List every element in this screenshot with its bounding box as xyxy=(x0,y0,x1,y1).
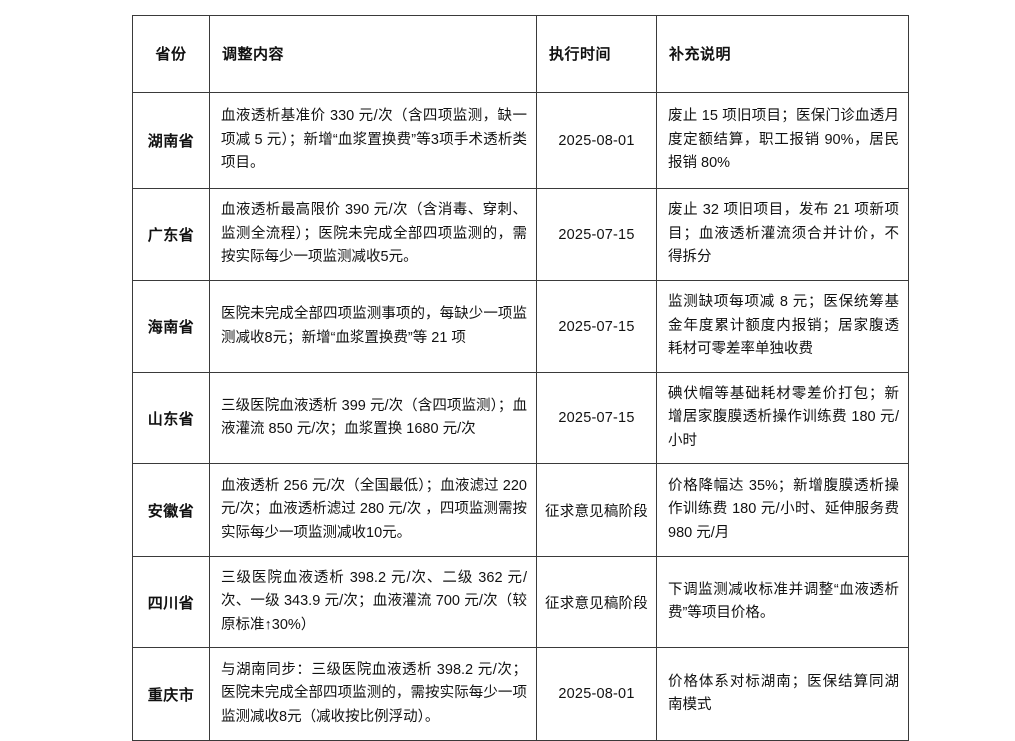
column-header-content: 调整内容 xyxy=(209,15,537,93)
table-row: 广东省 血液透析最高限价 390 元/次（含消毒、穿刺、监测全流程）；医院未完成… xyxy=(132,188,909,281)
province-policy-table: 省份 调整内容 执行时间 补充说明 湖南省 血液透析基准价 330 元/次（含四… xyxy=(132,15,909,741)
cell-content: 与湖南同步：三级医院血液透析 398.2 元/次；医院未完成全部四项监测的，需按… xyxy=(209,647,537,741)
cell-content: 三级医院血液透析 398.2 元/次、二级 362 元/次、一级 343.9 元… xyxy=(209,556,537,648)
table-row: 湖南省 血液透析基准价 330 元/次（含四项监测，缺一项减 5 元）；新增“血… xyxy=(132,92,909,189)
table-body: 湖南省 血液透析基准价 330 元/次（含四项监测，缺一项减 5 元）；新增“血… xyxy=(132,92,909,741)
cell-content: 医院未完成全部四项监测事项的，每缺少一项监测减收8元；新增“血浆置换费”等 21… xyxy=(209,280,537,373)
cell-content: 血液透析基准价 330 元/次（含四项监测，缺一项减 5 元）；新增“血浆置换费… xyxy=(209,92,537,189)
page-canvas: 省份 调整内容 执行时间 补充说明 湖南省 血液透析基准价 330 元/次（含四… xyxy=(132,15,909,741)
cell-content: 血液透析 256 元/次（全国最低）；血液滤过 220 元/次；血液透析滤过 2… xyxy=(209,463,537,557)
table-header-row: 省份 调整内容 执行时间 补充说明 xyxy=(132,15,909,93)
cell-province: 四川省 xyxy=(132,556,210,648)
cell-date: 征求意见稿阶段 xyxy=(536,463,657,557)
column-header-note: 补充说明 xyxy=(656,15,909,93)
cell-date: 2025-08-01 xyxy=(536,92,657,189)
cell-date: 征求意见稿阶段 xyxy=(536,556,657,648)
cell-province: 重庆市 xyxy=(132,647,210,741)
cell-province: 湖南省 xyxy=(132,92,210,189)
table-row: 四川省 三级医院血液透析 398.2 元/次、二级 362 元/次、一级 343… xyxy=(132,556,909,648)
cell-note: 价格降幅达 35%；新增腹膜透析操作训练费 180 元/小时、延伸服务费 980… xyxy=(656,463,909,557)
cell-province: 山东省 xyxy=(132,372,210,464)
cell-note: 下调监测减收标准并调整“血液透析费”等项目价格。 xyxy=(656,556,909,648)
cell-note: 监测缺项每项减 8 元；医保统筹基金年度累计额度内报销；居家腹透耗材可零差率单独… xyxy=(656,280,909,373)
column-header-province: 省份 xyxy=(132,15,210,93)
cell-date: 2025-08-01 xyxy=(536,647,657,741)
table-row: 山东省 三级医院血液透析 399 元/次（含四项监测）；血液灌流 850 元/次… xyxy=(132,372,909,464)
cell-date: 2025-07-15 xyxy=(536,280,657,373)
policy-table-container: 省份 调整内容 执行时间 补充说明 湖南省 血液透析基准价 330 元/次（含四… xyxy=(132,15,909,741)
cell-province: 海南省 xyxy=(132,280,210,373)
cell-content: 血液透析最高限价 390 元/次（含消毒、穿刺、监测全流程）；医院未完成全部四项… xyxy=(209,188,537,281)
cell-province: 安徽省 xyxy=(132,463,210,557)
cell-note: 废止 32 项旧项目，发布 21 项新项目；血液透析灌流须合并计价，不得拆分 xyxy=(656,188,909,281)
cell-note: 碘伏帽等基础耗材零差价打包；新增居家腹膜透析操作训练费 180 元/小时 xyxy=(656,372,909,464)
column-header-date: 执行时间 xyxy=(536,15,657,93)
table-row: 海南省 医院未完成全部四项监测事项的，每缺少一项监测减收8元；新增“血浆置换费”… xyxy=(132,280,909,373)
table-row: 重庆市 与湖南同步：三级医院血液透析 398.2 元/次；医院未完成全部四项监测… xyxy=(132,647,909,741)
cell-province: 广东省 xyxy=(132,188,210,281)
table-header: 省份 调整内容 执行时间 补充说明 xyxy=(132,15,909,93)
cell-date: 2025-07-15 xyxy=(536,372,657,464)
cell-note: 废止 15 项旧项目；医保门诊血透月度定额结算，职工报销 90%，居民报销 80… xyxy=(656,92,909,189)
table-row: 安徽省 血液透析 256 元/次（全国最低）；血液滤过 220 元/次；血液透析… xyxy=(132,463,909,557)
cell-note: 价格体系对标湖南；医保结算同湖南模式 xyxy=(656,647,909,741)
cell-content: 三级医院血液透析 399 元/次（含四项监测）；血液灌流 850 元/次；血浆置… xyxy=(209,372,537,464)
cell-date: 2025-07-15 xyxy=(536,188,657,281)
